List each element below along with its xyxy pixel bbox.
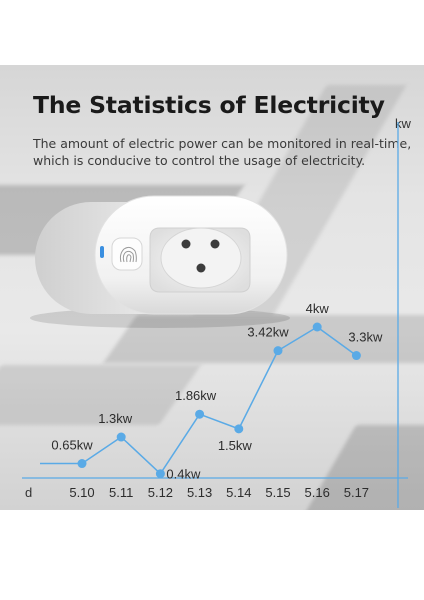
data-point bbox=[77, 459, 87, 469]
data-label: 1.86kw bbox=[175, 388, 217, 403]
x-axis-unit: d bbox=[25, 485, 33, 500]
data-label: 4kw bbox=[306, 301, 330, 316]
x-tick-label: 5.17 bbox=[344, 485, 369, 500]
x-tick-label: 5.13 bbox=[187, 485, 212, 500]
data-point bbox=[273, 346, 283, 356]
fingerprint-button bbox=[111, 237, 143, 271]
socket-hole bbox=[196, 263, 206, 273]
subtitle-line-2: which is conducive to control the usage … bbox=[33, 153, 366, 168]
data-point bbox=[116, 432, 126, 442]
status-led-icon bbox=[100, 246, 104, 258]
data-label: 3.3kw bbox=[348, 330, 383, 345]
data-point bbox=[351, 351, 361, 361]
fingerprint-icon bbox=[119, 246, 137, 263]
socket-hole bbox=[181, 239, 191, 249]
socket-face bbox=[160, 227, 242, 289]
data-label: 1.5kw bbox=[218, 438, 253, 453]
x-tick-label: 5.10 bbox=[69, 485, 94, 500]
data-label: 0.65kw bbox=[51, 438, 93, 453]
page-title: The Statistics of Electricity bbox=[33, 91, 385, 119]
x-tick-label: 5.12 bbox=[148, 485, 173, 500]
data-point bbox=[195, 409, 205, 419]
y-axis-unit: kw bbox=[395, 116, 411, 131]
x-tick-label: 5.14 bbox=[226, 485, 251, 500]
data-label: 1.3kw bbox=[98, 411, 133, 426]
socket-hole bbox=[210, 239, 220, 249]
data-point bbox=[234, 424, 244, 434]
x-tick-label: 5.16 bbox=[305, 485, 330, 500]
subtitle-line-1: The amount of electric power can be moni… bbox=[33, 136, 412, 151]
x-tick-label: 5.11 bbox=[109, 485, 133, 500]
data-point bbox=[155, 469, 165, 479]
x-tick-label: 5.15 bbox=[265, 485, 290, 500]
data-label: 0.4kw bbox=[166, 467, 201, 482]
data-label: 3.42kw bbox=[247, 325, 289, 340]
data-point bbox=[312, 322, 322, 332]
